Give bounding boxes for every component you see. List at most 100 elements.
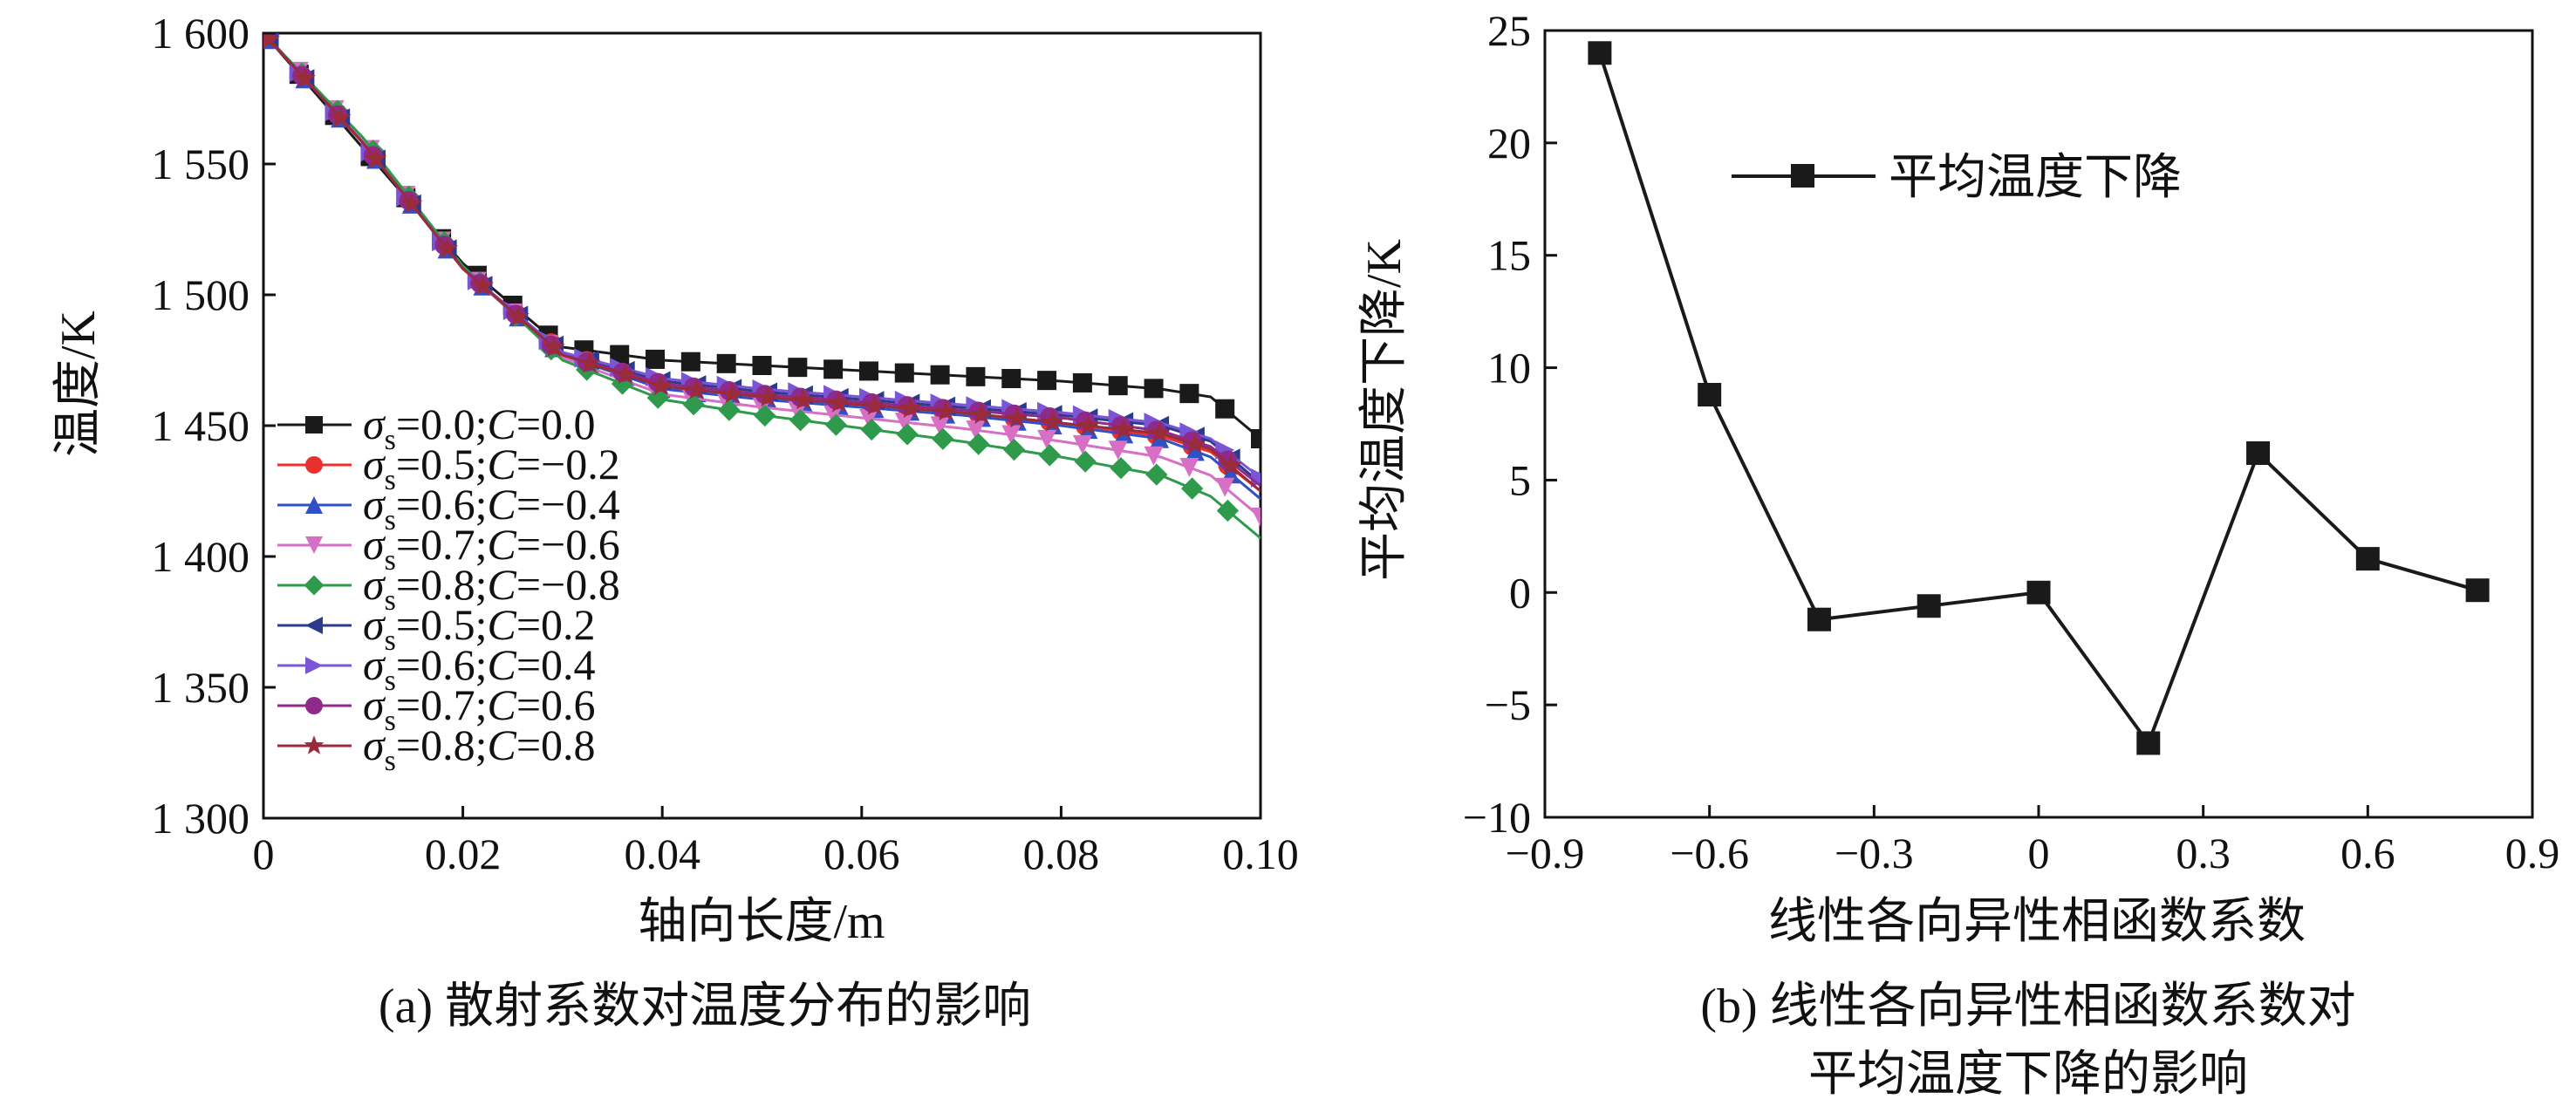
chart-b-y-axis-label: 平均温度下降/K: [1357, 239, 1411, 581]
chart-a-point: [1144, 446, 1164, 466]
chart-a-legend-marker: [305, 496, 323, 514]
chart-a-legend-label: σs=0.6;C=−0.4: [363, 480, 620, 536]
chart-a-point: [1216, 499, 1240, 522]
chart-a-x-tick-label: 0: [253, 830, 275, 878]
chart-b-legend-label: 平均温度下降: [1889, 151, 2182, 205]
chart-a-point: [1112, 418, 1135, 440]
chart-a-point: [650, 374, 673, 396]
chart-a-point: [680, 352, 700, 372]
chart-b-point: [1588, 41, 1612, 65]
chart-b-y-tick-label: 20: [1487, 119, 1531, 167]
chart-a-point: [896, 423, 919, 446]
chart-a-y-tick-label: 1 350: [152, 663, 250, 712]
chart-a-point: [721, 382, 743, 404]
chart-a-point: [718, 399, 741, 421]
chart-a-point: [1179, 458, 1199, 477]
chart-a-y-axis-label: 温度/K: [51, 311, 106, 457]
chart-a-legend-item: σs=0.7;C=0.6: [277, 680, 596, 737]
chart-a-point: [685, 378, 707, 399]
chart-a-point: [1042, 410, 1064, 432]
chart-b-y-tick-label: 0: [1509, 568, 1531, 617]
chart-b-x-tick-label: 0: [2028, 829, 2050, 877]
chart-a-point: [1148, 421, 1171, 443]
chart-a-point: [756, 386, 779, 407]
chart-a-point: [263, 33, 281, 49]
chart-a-point: [1076, 414, 1099, 435]
chart-b-x-tick-label: −0.9: [1506, 829, 1585, 877]
chart-a-legend-item: σs=0.8;C=0.8: [277, 720, 596, 777]
chart-b-point: [2246, 441, 2271, 466]
chart-a-legend-label: σs=0.7;C=0.6: [363, 680, 596, 737]
chart-b-point: [1807, 607, 1831, 632]
chart-a-point: [934, 399, 957, 421]
chart-b-x-tick-label: 0.6: [2340, 829, 2395, 877]
chart-a-x-tick-label: 0.02: [425, 830, 502, 878]
chart-a-legend-marker: [304, 735, 325, 754]
chart-a-point: [823, 359, 844, 379]
chart-a-point: [824, 413, 848, 436]
chart-b-series-0: [1588, 41, 2490, 755]
chart-a-point: [400, 192, 423, 214]
chart-a-y-tick-label: 1 600: [152, 9, 250, 58]
chart-a-x-axis-label: 轴向长度/m: [638, 895, 885, 949]
chart-a-point: [894, 413, 914, 433]
chart-a-point: [1251, 508, 1261, 527]
chart-b-x-tick-label: 0.9: [2505, 829, 2560, 877]
chart-a-point: [507, 305, 530, 326]
chart-b-series: [1588, 41, 2490, 755]
chart-b-x-tick-label: 0.3: [2176, 829, 2231, 877]
chart-b-legend-marker: [1791, 164, 1814, 188]
chart-a-legend-label: σs=0.8;C=0.8: [363, 720, 596, 777]
chart-a-point: [1037, 371, 1057, 391]
chart-a-point: [578, 352, 601, 373]
chart-a-x-tick-label: 0.08: [1023, 830, 1100, 878]
chart-a-point: [1185, 441, 1205, 461]
chart-b-y-tick-label: −5: [1485, 680, 1531, 729]
chart-a-point: [1184, 433, 1206, 454]
chart-a-point: [716, 353, 736, 373]
chart-a-legend-item: σs=0.6;C=−0.4: [277, 480, 620, 536]
chart-a-point: [1108, 376, 1128, 396]
chart-a-point: [930, 416, 950, 436]
chart-a-point: [1038, 444, 1061, 467]
chart-a-point: [970, 403, 993, 425]
chart-a-point: [1072, 372, 1092, 393]
chart-b-axes: −0.9 −0.6 −0.3 0 0.3 0.6 0.9 −10 −5 0 5 10 15 20 25: [1463, 6, 2559, 877]
chart-a-legend-marker: [305, 416, 323, 434]
chart-a-point: [966, 366, 986, 386]
chart-a-legend-marker: [305, 657, 323, 674]
chart-a-legend-item: σs=0.0;C=0.0: [277, 399, 596, 456]
chart-a-legend-marker: [305, 617, 323, 634]
chart-a-point: [966, 420, 986, 440]
chart-a-point: [646, 349, 666, 369]
chart-b-point: [1917, 594, 1941, 618]
chart-b-point: [1698, 382, 1722, 406]
chart-b-point: [2136, 731, 2161, 755]
chart-b-y-tick-label: −10: [1463, 793, 1531, 842]
chart-a-axes: 0 0.02 0.04 0.06 0.08 0.10 1 300 1 350 1 400 1 45…: [152, 9, 1299, 878]
chart-a-legend: σs=0.0;C=0.0σs=0.5;C=−0.2σs=0.6;C=−0.4 σs…: [277, 399, 620, 777]
chart-a-legend-item: σs=0.8;C=−0.8: [277, 560, 620, 617]
chart-b-point: [2355, 547, 2380, 571]
chart-a-point: [1006, 406, 1028, 428]
chart-b-x-axis-label: 线性各向异性相函数系数: [1768, 895, 2306, 949]
chart-a-y-tick-label: 1 550: [152, 140, 250, 188]
chart-a-point: [1108, 440, 1128, 461]
chart-b-x-tick-label: −0.3: [1835, 829, 1914, 877]
chart-a-point: [471, 274, 494, 296]
chart-a-x-tick-label: 0.06: [823, 830, 900, 878]
chart-a-point: [754, 404, 776, 427]
chart-b: −0.9 −0.6 −0.3 0 0.3 0.6 0.9 −10 −5 0 5 10 15 20 25 平均…: [1357, 6, 2559, 1102]
chart-a-series: [263, 33, 1261, 540]
chart-a-point: [752, 356, 772, 375]
chart-b-y-tick-label: 5: [1509, 455, 1531, 504]
chart-a-point: [610, 345, 630, 365]
chart-a-legend-label: σs=0.8;C=−0.8: [363, 560, 620, 617]
chart-a-point: [899, 397, 921, 419]
chart-a-point: [863, 394, 885, 415]
chart-a-legend-label: σs=0.5;C=−0.2: [363, 440, 620, 496]
chart-a-y-tick-label: 1 400: [152, 532, 250, 581]
chart-a-series-8: [263, 33, 1261, 493]
chart-a-point: [1072, 434, 1092, 454]
